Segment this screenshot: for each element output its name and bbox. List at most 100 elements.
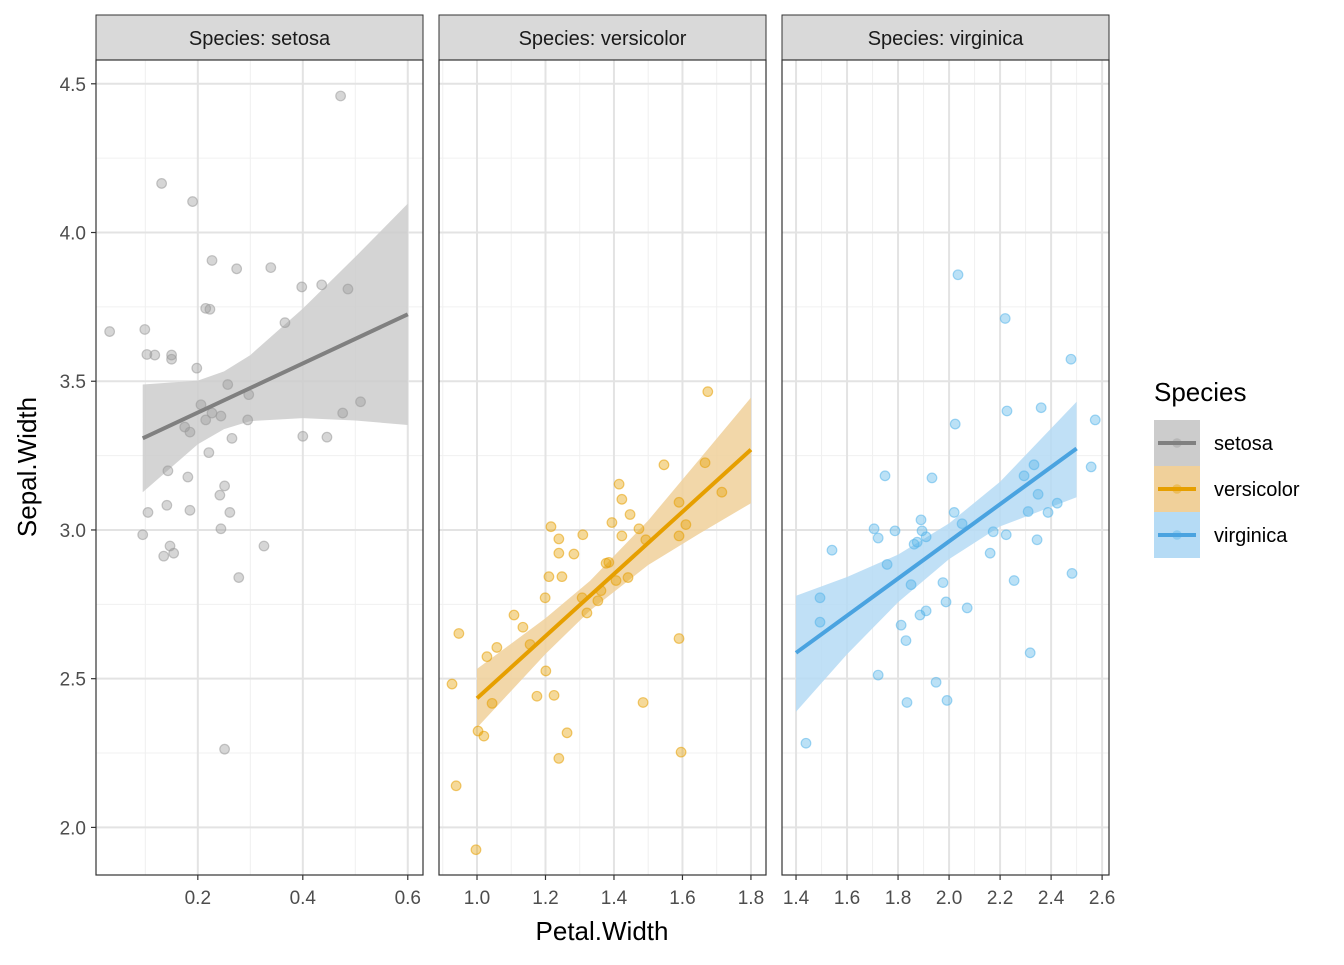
data-point [149, 349, 161, 361]
data-point [926, 472, 938, 484]
data-point [531, 690, 543, 702]
data-point [930, 676, 942, 688]
data-point [166, 349, 177, 361]
data-point [156, 178, 168, 189]
data-point [446, 678, 458, 690]
data-point [1008, 575, 1020, 586]
data-point [203, 447, 215, 459]
x-tick-label: 2.6 [1089, 888, 1115, 909]
data-point [548, 689, 560, 701]
confidence-band [796, 401, 1077, 712]
data-point [905, 579, 917, 591]
strip-background [438, 14, 767, 61]
data-point [872, 532, 884, 544]
panel-setosa: Species: setosa 0.2 0.4 0.6 2.0 2.5 3.0 3.5 4.0 4… [60, 14, 424, 909]
data-point [920, 531, 932, 543]
data-point [540, 665, 552, 677]
x-axis-title: Petal.Width [536, 916, 669, 946]
data-point [603, 556, 615, 568]
data-point [673, 633, 685, 644]
y-tick-label: 2.0 [60, 818, 86, 839]
data-point [553, 533, 565, 545]
panel-border [781, 59, 1110, 876]
data-point [1042, 507, 1054, 518]
data-point [297, 430, 309, 442]
data-point [658, 459, 670, 471]
x-tick-label: 1.8 [738, 888, 764, 909]
data-point [606, 517, 618, 528]
regression-line [475, 448, 753, 700]
data-point [553, 547, 565, 559]
strip-label: Species: setosa [189, 28, 331, 50]
data-point [553, 753, 565, 764]
data-point [219, 743, 230, 755]
data-point [279, 317, 291, 329]
data-point [879, 470, 891, 482]
x-tick-label: 1.0 [464, 888, 490, 909]
data-point [1032, 488, 1044, 500]
data-point [184, 426, 196, 438]
data-point [491, 642, 503, 653]
data-point [941, 694, 953, 706]
data-point [889, 525, 901, 537]
data-point [1018, 470, 1030, 482]
data-point [637, 697, 649, 708]
strip-label: Species: versicolor [519, 28, 687, 50]
data-point [104, 326, 116, 337]
y-tick-label: 4.5 [60, 75, 86, 96]
data-point [508, 609, 520, 621]
data-point [952, 269, 964, 281]
data-point [1051, 497, 1063, 509]
data-point [592, 595, 604, 607]
data-point [355, 396, 366, 408]
data-point [316, 279, 328, 291]
data-point [868, 523, 880, 535]
data-point [139, 324, 151, 335]
panel-virginica: Species: virginica 1.4 1.6 1.8 2.0 2.2 2.4 2.6 [781, 14, 1115, 909]
regression-line [141, 312, 409, 441]
data-point [716, 486, 728, 498]
x-tick-label: 1.4 [783, 888, 810, 909]
x-tick-label: 2.0 [936, 888, 962, 909]
data-point [242, 414, 254, 426]
data-point [166, 353, 177, 365]
data-point [296, 281, 308, 293]
x-tick-label: 1.4 [601, 888, 628, 909]
data-point [265, 262, 277, 274]
data-point [1022, 506, 1034, 517]
data-point [450, 780, 462, 792]
data-point [478, 730, 490, 742]
data-point [673, 530, 685, 542]
legend-item-virginica: virginica [1154, 512, 1288, 558]
data-point [226, 432, 238, 444]
data-point [337, 407, 349, 419]
data-point [142, 507, 154, 518]
data-point [800, 737, 812, 749]
data-point [543, 571, 555, 583]
data-point [539, 592, 551, 604]
data-point [911, 536, 923, 548]
data-point [191, 362, 203, 374]
data-point [702, 386, 714, 398]
data-point [680, 519, 692, 531]
data-point [920, 605, 932, 617]
y-axis-title: Sepal.Width [12, 397, 42, 537]
data-point [675, 746, 687, 758]
data-point [222, 379, 234, 390]
data-point [622, 572, 634, 583]
data-point [200, 414, 212, 426]
data-point [1066, 567, 1078, 579]
data-point [187, 196, 198, 207]
data-point [872, 669, 884, 681]
legend-label: virginica [1214, 525, 1288, 547]
legend-title: Species [1154, 377, 1247, 407]
data-point [215, 523, 227, 535]
data-point [470, 844, 482, 856]
data-point [956, 518, 968, 530]
data-point [633, 523, 645, 535]
x-tick-label: 0.4 [290, 888, 317, 909]
panel-border [95, 59, 424, 876]
data-point [937, 577, 949, 589]
data-point [453, 628, 465, 639]
data-point [984, 547, 996, 559]
